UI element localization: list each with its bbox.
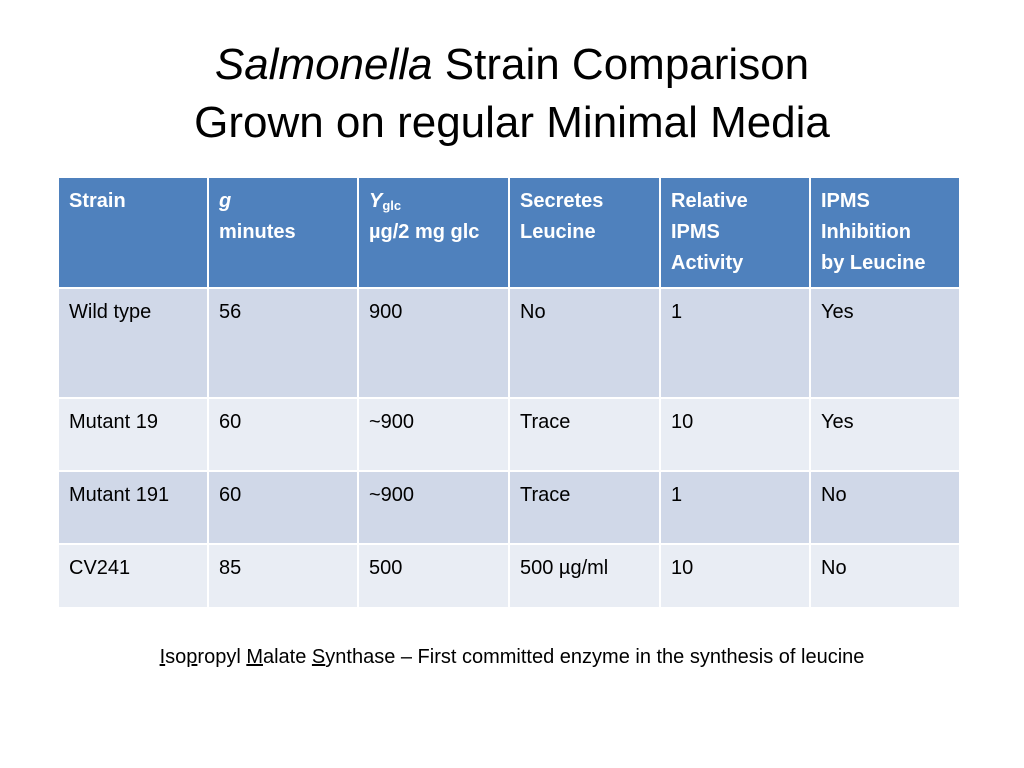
cell-yield: 500 — [357, 543, 510, 609]
footnote: Isopropyl Malate Synthase – First commit… — [0, 646, 1024, 669]
cell-activity: 1 — [659, 287, 811, 399]
header-yield: Yglc µg/2 mg glc — [357, 176, 510, 289]
table-header-row: Strain g minutes Yglc µg/2 mg glc Secretes… — [57, 176, 961, 289]
header-relative-activity: Relative IPMS Activity — [659, 176, 811, 289]
header-inhibition-l3: by Leucine — [821, 252, 926, 274]
cell-activity: 1 — [659, 470, 811, 545]
footnote-part-4: ynthase – First committed enzyme in the … — [325, 646, 865, 668]
cell-g: 60 — [207, 397, 359, 472]
cell-inhibition: Yes — [809, 397, 961, 472]
header-g: g minutes — [207, 176, 359, 289]
cell-yield: 900 — [357, 287, 510, 399]
cell-inhibition: No — [809, 543, 961, 609]
table-row: Mutant 19 60 ~900 Trace 10 Yes — [57, 397, 961, 472]
cell-g: 60 — [207, 470, 359, 545]
title-line-1-rest: Strain Comparison — [432, 40, 810, 89]
title-line-1: Salmonella Strain Comparison — [0, 36, 1024, 94]
cell-activity: 10 — [659, 543, 811, 609]
header-activity-l1: Relative — [671, 190, 748, 212]
header-activity-l3: Activity — [671, 252, 744, 274]
cell-secretes: Trace — [508, 397, 661, 472]
comparison-table-wrap: Strain g minutes Yglc µg/2 mg glc Secretes… — [57, 176, 961, 609]
header-secretes: Secretes Leucine — [508, 176, 661, 289]
cell-activity: 10 — [659, 397, 811, 472]
cell-yield: ~900 — [357, 470, 510, 545]
cell-secretes: No — [508, 287, 661, 399]
header-yield-y: Y — [369, 190, 383, 212]
cell-secretes: 500 µg/ml — [508, 543, 661, 609]
header-yield-unit: µg/2 mg glc — [369, 221, 480, 243]
header-yield-symbol: Yglc — [369, 186, 498, 217]
footnote-part-3: alate — [262, 646, 312, 668]
header-secretes-l2: Leucine — [520, 221, 596, 243]
footnote-underlined-p: p — [186, 646, 198, 668]
header-secretes-l1: Secretes — [520, 190, 604, 212]
header-g-unit: minutes — [219, 221, 296, 243]
header-activity-l2: IPMS — [671, 221, 720, 243]
header-g-symbol: g — [219, 190, 232, 212]
footnote-underlined-s: S — [311, 646, 326, 668]
strain-comparison-table: Strain g minutes Yglc µg/2 mg glc Secretes… — [57, 176, 961, 609]
header-inhibition: IPMS Inhibition by Leucine — [809, 176, 961, 289]
footnote-part-2: ropyl — [197, 646, 247, 668]
header-strain: Strain — [57, 176, 209, 289]
header-strain-label: Strain — [69, 190, 126, 212]
cell-inhibition: Yes — [809, 287, 961, 399]
table-row: CV241 85 500 500 µg/ml 10 No — [57, 543, 961, 609]
header-inhibition-l1: IPMS — [821, 190, 870, 212]
cell-strain: Mutant 191 — [57, 470, 209, 545]
title-line-2: Grown on regular Minimal Media — [194, 98, 830, 147]
cell-strain: Wild type — [57, 287, 209, 399]
title-italic-word: Salmonella — [214, 40, 433, 89]
header-inhibition-l2: Inhibition — [821, 221, 911, 243]
cell-strain: CV241 — [57, 543, 209, 609]
header-yield-sub: glc — [382, 198, 402, 213]
cell-strain: Mutant 19 — [57, 397, 209, 472]
footnote-underlined-m: M — [246, 646, 263, 668]
slide-title: Salmonella Strain Comparison Grown on re… — [0, 36, 1024, 152]
cell-yield: ~900 — [357, 397, 510, 472]
footnote-underlined-i: I — [159, 646, 166, 668]
table-row: Mutant 191 60 ~900 Trace 1 No — [57, 470, 961, 545]
cell-secretes: Trace — [508, 470, 661, 545]
table-row: Wild type 56 900 No 1 Yes — [57, 287, 961, 399]
cell-g: 85 — [207, 543, 359, 609]
footnote-part-1: so — [165, 646, 187, 668]
cell-inhibition: No — [809, 470, 961, 545]
cell-g: 56 — [207, 287, 359, 399]
